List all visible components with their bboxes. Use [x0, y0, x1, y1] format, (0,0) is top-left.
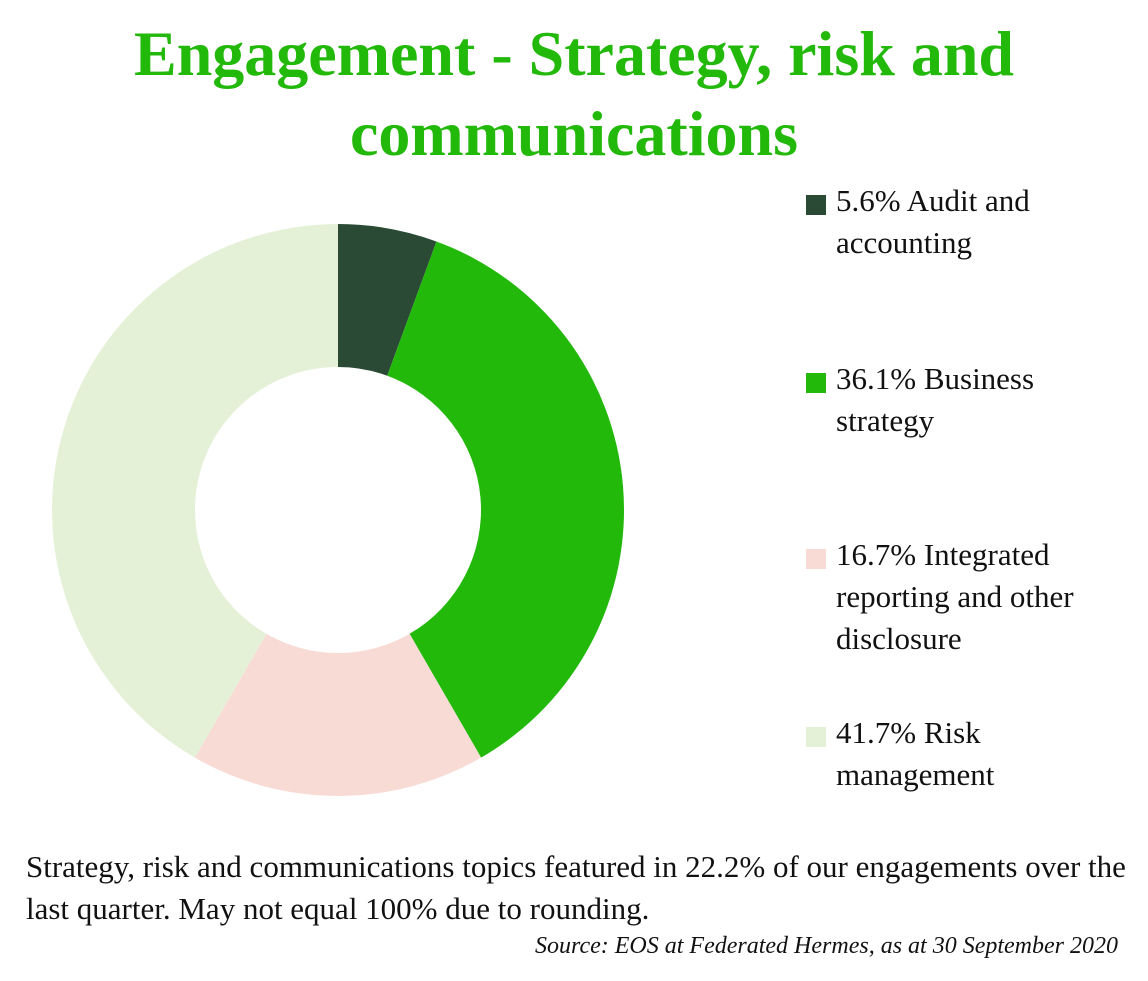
legend-swatch: [806, 727, 826, 747]
legend-label: 36.1% Business strategy: [836, 361, 1035, 438]
legend-swatch: [806, 195, 826, 215]
legend-item-integrated-reporting: 16.7% Integrated reporting and other dis…: [806, 534, 1136, 660]
legend-label: 41.7% Risk management: [836, 715, 995, 792]
legend-item-business-strategy: 36.1% Business strategy: [806, 358, 1136, 442]
donut-slice-4: [51, 224, 339, 758]
legend-label: 16.7% Integrated reporting and other dis…: [836, 537, 1074, 656]
source-note: Source: EOS at Federated Hermes, as at 3…: [535, 933, 1118, 959]
donut-slice-2: [387, 241, 625, 758]
legend-swatch: [806, 373, 826, 393]
legend-item-audit: 5.6% Audit and accounting: [806, 180, 1136, 264]
donut-slice-3: [194, 633, 482, 797]
chart-title: Engagement - Strategy, risk and communic…: [134, 18, 1014, 169]
footnote: Strategy, risk and communications topics…: [26, 849, 1126, 926]
legend-label: 5.6% Audit and accounting: [836, 183, 1030, 260]
legend-item-risk-management: 41.7% Risk management: [806, 712, 1136, 796]
legend-swatch: [806, 549, 826, 569]
donut-slice-1: [338, 224, 437, 376]
